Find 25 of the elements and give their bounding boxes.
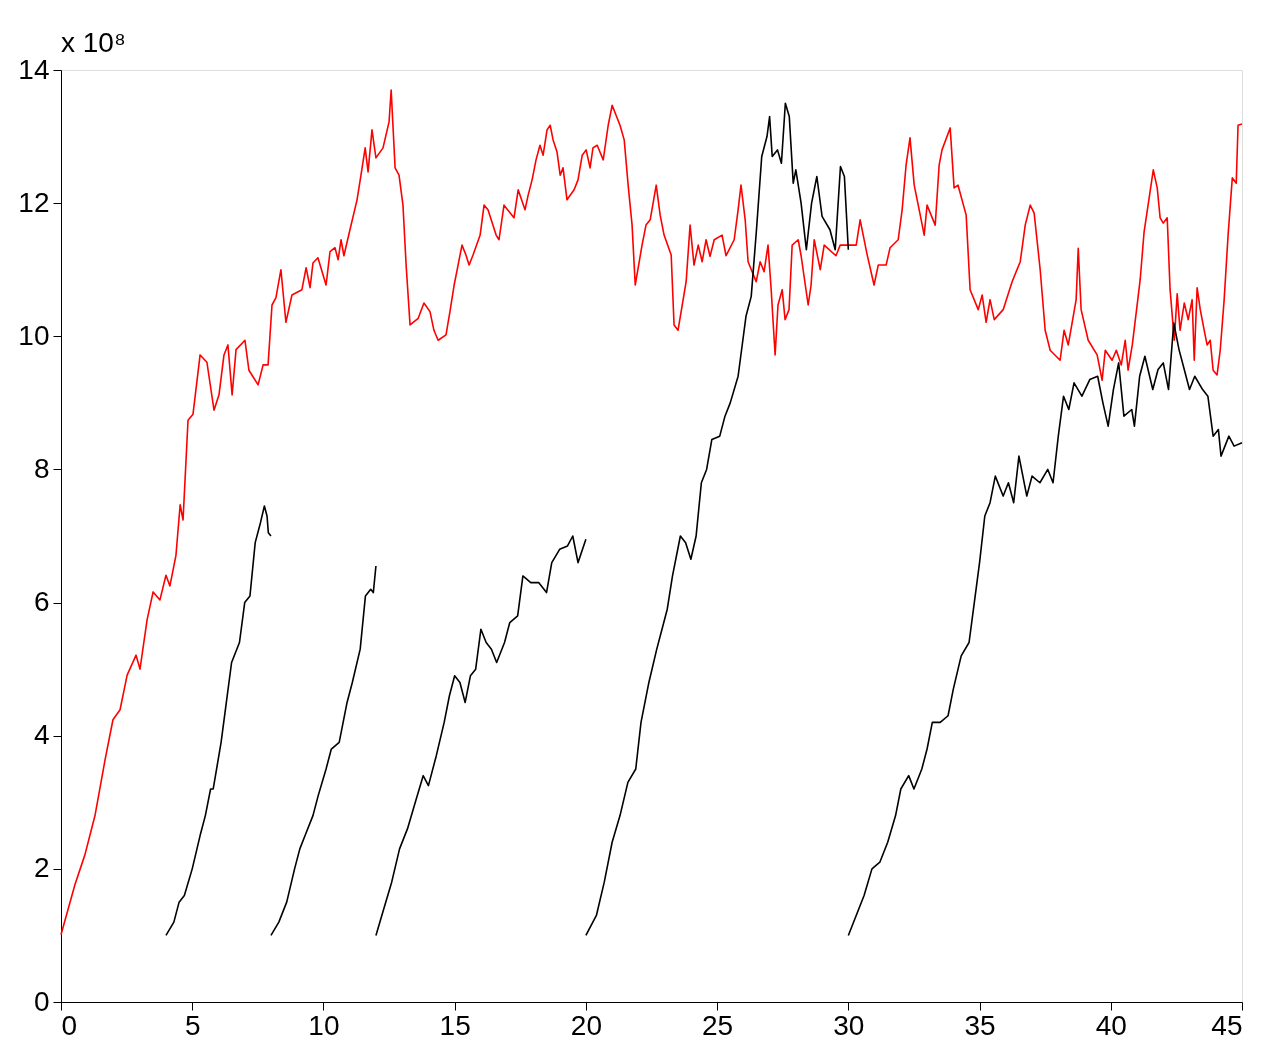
x-tick-label: 10 xyxy=(308,1009,340,1041)
y-tick-label: 0 xyxy=(33,985,50,1017)
x-tick-label: 45 xyxy=(1211,1009,1243,1041)
line-series xyxy=(270,565,377,937)
x-tick-label: 20 xyxy=(570,1009,602,1041)
x-tick-label: 35 xyxy=(964,1009,996,1041)
x-tick-label: 5 xyxy=(184,1009,201,1041)
y-tick-label: 6 xyxy=(33,586,50,618)
y-tick-label: 2 xyxy=(33,852,50,884)
x-tick-label: 30 xyxy=(833,1009,865,1041)
y-tick-label: 4 xyxy=(33,719,50,751)
line-series xyxy=(60,89,1243,936)
line-series xyxy=(585,102,850,937)
y-tick-label: 8 xyxy=(33,452,50,484)
x-tick-label: 15 xyxy=(439,1009,471,1041)
x-tick-label: 0 xyxy=(61,1009,78,1041)
text: x 10⁸ xyxy=(61,27,126,58)
line-series xyxy=(375,535,587,937)
x-tick-label: 25 xyxy=(702,1009,734,1041)
y-tick-label: 14 xyxy=(18,53,50,85)
y-tick-label: 10 xyxy=(18,319,50,351)
y-tick-label: 12 xyxy=(18,186,50,218)
line-series xyxy=(165,505,272,937)
line-series xyxy=(847,322,1243,937)
x-tick-label: 40 xyxy=(1095,1009,1127,1041)
